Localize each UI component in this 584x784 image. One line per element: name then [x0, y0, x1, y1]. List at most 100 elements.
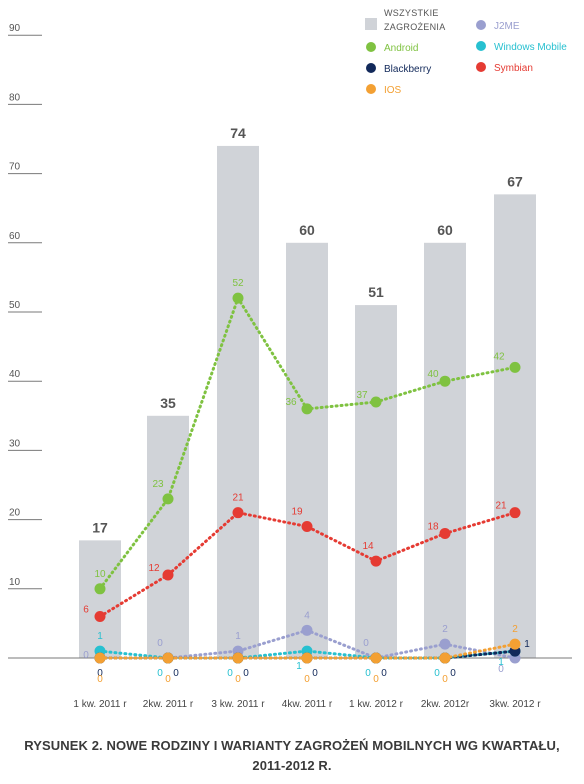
- point-label-windows-mobile: 1: [296, 661, 302, 672]
- point-label-android: 40: [427, 369, 439, 380]
- bar-value-label: 67: [507, 173, 523, 189]
- point-symbian: [162, 569, 174, 581]
- legend-marker-ios: [366, 84, 376, 94]
- point-ios: [370, 652, 382, 664]
- x-tick-label: 1 kw. 2011 r: [73, 699, 127, 710]
- point-label-ios: 0: [304, 674, 310, 685]
- point-label-j2me: 0: [157, 638, 163, 649]
- y-tick-label: 50: [9, 300, 21, 311]
- point-j2me: [439, 638, 451, 650]
- point-label-windows-mobile: 0: [157, 668, 163, 679]
- y-tick-label: 30: [9, 438, 21, 449]
- x-tick-label: 2kw. 2012r: [421, 699, 470, 710]
- legend-label-ios: IOS: [384, 85, 402, 96]
- point-android: [439, 375, 451, 387]
- point-ios: [439, 652, 451, 664]
- point-label-symbian: 18: [427, 521, 439, 532]
- point-android: [509, 361, 521, 373]
- legend-marker-j2me: [476, 20, 486, 30]
- x-tick-label: 2kw. 2011 r: [143, 699, 194, 710]
- figure-caption: RYSUNEK 2. NOWE RODZINY I WARIANTY ZAGRO…: [0, 736, 584, 776]
- legend-label-bars: WSZYSTKIE: [384, 8, 439, 18]
- legend-label-blackberry: Blackberry: [384, 64, 431, 75]
- legend-label-j2me: J2ME: [494, 21, 520, 32]
- point-ios: [232, 652, 244, 664]
- point-label-ios: 0: [373, 674, 379, 685]
- point-label-blackberry: 1: [524, 639, 530, 650]
- bar-value-label: 35: [160, 395, 176, 411]
- y-tick-label: 40: [9, 369, 21, 380]
- point-label-symbian: 6: [83, 604, 89, 615]
- point-j2me: [301, 624, 313, 636]
- y-tick-label: 60: [9, 231, 21, 242]
- bar-value-label: 60: [299, 222, 315, 238]
- point-label-symbian: 21: [232, 493, 244, 504]
- bar-value-label: 74: [230, 125, 246, 141]
- point-label-j2me: 0: [498, 664, 504, 675]
- legend-marker-windows-mobile: [476, 41, 486, 51]
- point-android: [301, 403, 313, 415]
- bar-2: [147, 415, 189, 658]
- y-tick-label: 70: [9, 162, 21, 173]
- y-tick-label: 80: [9, 92, 21, 103]
- point-label-android: 36: [285, 397, 297, 408]
- x-tick-label: 3kw. 2012 r: [489, 699, 541, 710]
- point-label-symbian: 19: [291, 507, 303, 518]
- bar-value-label: 17: [92, 519, 108, 535]
- legend-label-symbian: Symbian: [494, 63, 533, 74]
- point-label-blackberry: 0: [97, 668, 103, 679]
- point-label-ios: 2: [512, 624, 518, 635]
- point-label-j2me: 1: [235, 631, 241, 642]
- point-label-android: 10: [94, 569, 106, 580]
- point-label-symbian: 12: [148, 563, 160, 574]
- bar-5: [355, 305, 397, 658]
- point-ios: [162, 652, 174, 664]
- point-label-android: 23: [152, 479, 164, 490]
- point-label-ios: 0: [165, 674, 171, 685]
- point-ios: [301, 652, 313, 664]
- point-label-symbian: 14: [362, 541, 374, 552]
- legend-marker-symbian: [476, 62, 486, 72]
- point-symbian: [94, 610, 106, 622]
- point-label-windows-mobile: 0: [365, 668, 371, 679]
- point-label-windows-mobile: 1: [498, 657, 504, 668]
- legend-label-android: Android: [384, 43, 418, 54]
- caption-line-1: RYSUNEK 2. NOWE RODZINY I WARIANTY ZAGRO…: [24, 738, 560, 753]
- bar-6: [424, 242, 466, 659]
- point-symbian: [439, 527, 451, 539]
- point-label-j2me: 0: [363, 638, 369, 649]
- point-label-android: 42: [493, 351, 505, 362]
- caption-line-2: 2011-2012 R.: [252, 758, 332, 773]
- point-label-blackberry: 0: [173, 668, 179, 679]
- point-android: [370, 396, 382, 408]
- point-label-j2me: 0: [83, 650, 89, 661]
- point-label-android: 52: [232, 278, 244, 289]
- bar-value-label: 51: [368, 284, 384, 300]
- point-label-j2me: 2: [442, 624, 448, 635]
- point-label-windows-mobile: 1: [97, 631, 103, 642]
- legend-marker-android: [366, 42, 376, 52]
- point-label-blackberry: 0: [450, 668, 456, 679]
- bar-3: [217, 145, 259, 659]
- x-tick-label: 1 kw. 2012 r: [349, 699, 404, 710]
- point-symbian: [301, 521, 313, 533]
- point-symbian: [509, 507, 521, 519]
- legend-label-bars: ZAGROŻENIA: [384, 22, 446, 32]
- point-android: [232, 292, 244, 304]
- bar-value-label: 60: [437, 222, 453, 238]
- point-label-ios: 0: [97, 674, 103, 685]
- point-label-blackberry: 0: [312, 668, 318, 679]
- point-label-ios: 0: [235, 674, 241, 685]
- bar-7: [494, 194, 536, 659]
- point-label-j2me: 4: [304, 610, 310, 621]
- point-symbian: [232, 507, 244, 519]
- y-tick-label: 20: [9, 508, 21, 519]
- x-tick-label: 3 kw. 2011 r: [211, 699, 265, 710]
- x-tick-label: 4kw. 2011 r: [282, 699, 333, 710]
- point-label-symbian: 21: [495, 501, 507, 512]
- y-tick-label: 90: [9, 23, 21, 34]
- point-label-blackberry: 0: [381, 668, 387, 679]
- point-label-android: 37: [356, 390, 368, 401]
- legend-swatch-bars: [365, 18, 377, 30]
